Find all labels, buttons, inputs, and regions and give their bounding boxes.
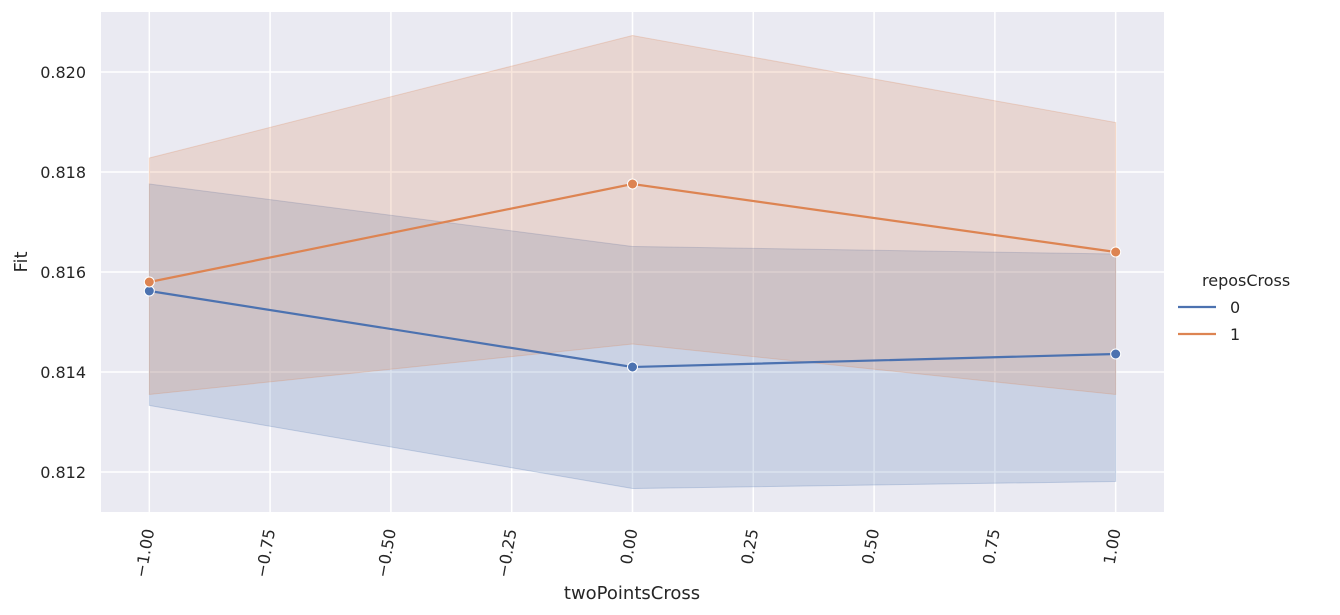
y-tick-label: 0.818 — [40, 163, 86, 182]
point-series-1 — [627, 178, 638, 190]
series-points — [143, 178, 1122, 373]
legend: reposCross 0 1 — [1178, 271, 1290, 344]
x-gridlines — [148, 12, 1117, 512]
x-tick-label: −0.50 — [373, 527, 400, 579]
ci-band-series-1 — [148, 34, 1117, 396]
x-tick-label: 0.50 — [858, 527, 883, 565]
x-tick-label: 0.00 — [617, 527, 642, 565]
x-tick-label: −0.75 — [252, 527, 279, 579]
y-axis-label: Fit — [11, 251, 32, 272]
legend-label-0: 0 — [1230, 298, 1240, 317]
y-tick-label: 0.814 — [40, 363, 86, 382]
confidence-bands — [148, 34, 1117, 490]
y-tick-labels: 0.812 0.814 0.816 0.818 0.820 — [40, 63, 86, 482]
point-series-0 — [1110, 348, 1122, 360]
point-series-0 — [627, 361, 638, 373]
x-axis-label: twoPointsCross — [564, 583, 700, 604]
x-tick-label: −0.25 — [493, 527, 520, 579]
legend-title: reposCross — [1202, 271, 1290, 290]
x-tick-label: 0.25 — [737, 527, 762, 565]
x-tick-labels: −1.00 −0.75 −0.50 −0.25 0.00 0.25 0.50 0.75 1.00 — [131, 527, 1125, 579]
y-tick-label: 0.820 — [40, 63, 86, 82]
ci-band-series-0 — [148, 183, 1117, 490]
legend-label-1: 1 — [1230, 325, 1240, 344]
x-tick-label: 0.75 — [979, 527, 1004, 565]
y-tick-label: 0.812 — [40, 463, 86, 482]
point-series-1 — [1110, 246, 1122, 258]
y-tick-label: 0.816 — [40, 263, 86, 282]
point-series-1 — [143, 276, 155, 288]
x-tick-label: 1.00 — [1100, 527, 1125, 565]
x-tick-label: −1.00 — [131, 527, 158, 579]
